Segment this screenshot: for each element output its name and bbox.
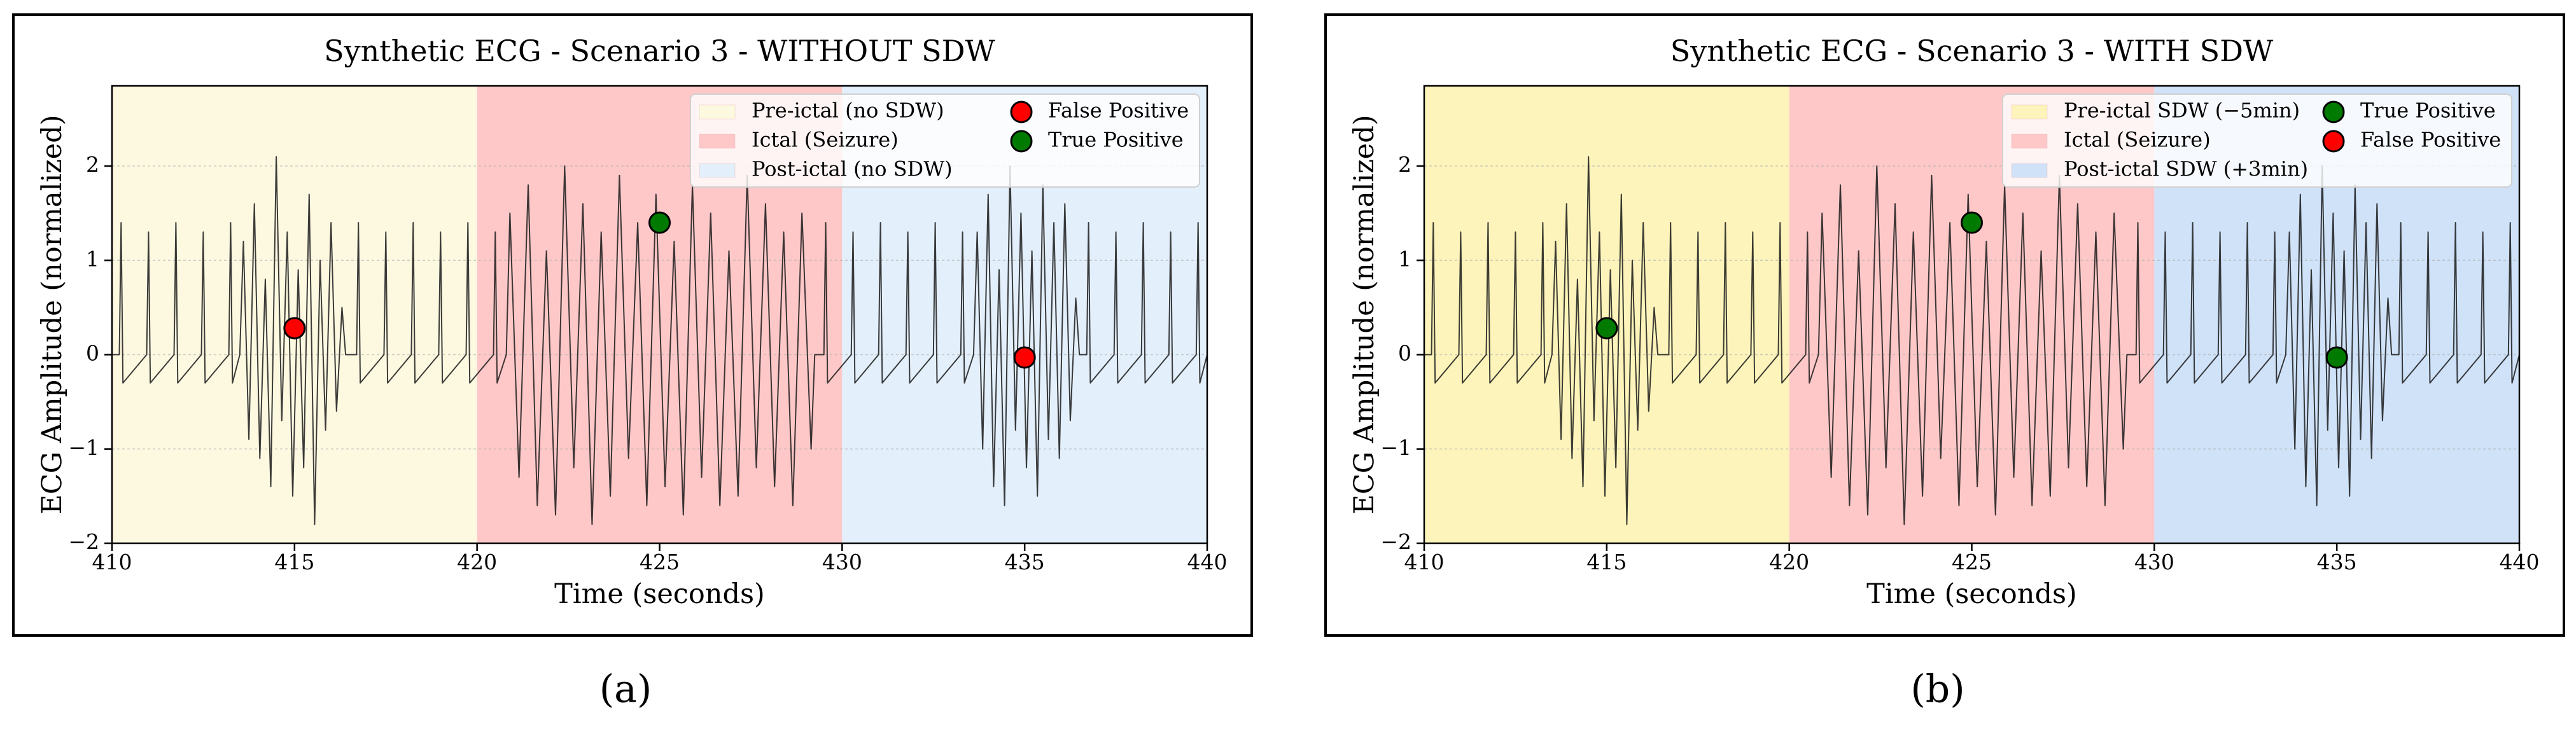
x-tick-label: 410: [1404, 550, 1445, 574]
legend-label: False Positive: [1048, 99, 1189, 123]
legend-marker: [1010, 101, 1033, 123]
y-tick-label: 1: [86, 246, 99, 271]
y-tick-label: −1: [1380, 435, 1411, 460]
legend-label: True Positive: [2360, 99, 2496, 123]
x-tick-label: 425: [1952, 550, 1992, 574]
panel-label: (b): [1910, 667, 1964, 712]
y-tick-label: 2: [86, 152, 99, 177]
legend-label: Pre-ictal (no SDW): [752, 99, 944, 123]
legend-label: False Positive: [2360, 128, 2501, 152]
legend-marker: [2322, 130, 2345, 153]
legend-box: [690, 94, 1200, 188]
panel: Synthetic ECG - Scenario 3 - WITHOUT SDW…: [12, 13, 1253, 712]
x-tick-label: 435: [2317, 550, 2357, 574]
x-tick-label: 415: [1586, 550, 1627, 574]
marker: [648, 211, 671, 234]
legend-label: Ictal (Seizure): [752, 128, 899, 152]
legend-box: [2002, 94, 2512, 188]
y-tick-label: −2: [1380, 529, 1411, 554]
y-tick-label: 2: [1398, 152, 1411, 177]
y-axis-label: ECG Amplitude (normalized): [1348, 115, 1380, 514]
x-tick-label: 425: [640, 550, 680, 574]
chart-title: Synthetic ECG - Scenario 3 - WITHOUT SDW: [324, 34, 995, 68]
x-tick-label: 420: [1769, 550, 1809, 574]
x-tick-label: 435: [1005, 550, 1045, 574]
chart-title: Synthetic ECG - Scenario 3 - WITH SDW: [1670, 34, 2274, 68]
ecg-line: [112, 156, 1208, 525]
y-tick-label: 0: [1398, 341, 1411, 366]
marker: [1013, 346, 1036, 369]
panel: Synthetic ECG - Scenario 3 - WITH SDW 410…: [1324, 13, 2565, 712]
legend-swatch: [2011, 163, 2048, 178]
panel-frame: [1324, 13, 2565, 637]
y-tick-label: 1: [1398, 246, 1411, 271]
x-tick-label: 410: [92, 550, 132, 574]
region: [112, 86, 477, 543]
marker: [283, 317, 306, 340]
legend-swatch: [2011, 104, 2048, 120]
panel-label: (a): [599, 667, 652, 712]
marker: [1595, 317, 1618, 340]
x-tick-label: 415: [274, 550, 314, 574]
ecg-line: [1424, 156, 2520, 525]
marker: [2325, 346, 2348, 369]
legend-swatch: [699, 163, 736, 178]
legend-swatch: [2011, 134, 2048, 149]
y-tick-label: 0: [86, 341, 99, 366]
region: [1424, 86, 1789, 543]
legend-marker: [1010, 130, 1033, 153]
legend-label: Pre-ictal SDW (−5min): [2064, 99, 2300, 123]
x-axis-label: Time (seconds): [1866, 578, 2077, 610]
x-tick-label: 430: [2134, 550, 2174, 574]
y-axis-label: ECG Amplitude (normalized): [36, 115, 68, 514]
legend-label: Ictal (Seizure): [2064, 128, 2211, 152]
x-tick-label: 440: [1187, 550, 1228, 574]
x-tick-label: 420: [457, 550, 497, 574]
legend-marker: [2322, 101, 2345, 123]
marker: [1961, 211, 1983, 234]
legend-label: Post-ictal SDW (+3min): [2064, 157, 2308, 181]
x-tick-label: 440: [2500, 550, 2540, 574]
legend-label: Post-ictal (no SDW): [752, 157, 953, 181]
panel-frame: [12, 13, 1253, 637]
legend-label: True Positive: [1048, 128, 1184, 152]
y-tick-label: −2: [68, 529, 99, 554]
x-axis-label: Time (seconds): [554, 578, 765, 610]
legend-swatch: [699, 104, 736, 120]
legend-swatch: [699, 134, 736, 149]
y-tick-label: −1: [68, 435, 99, 460]
x-tick-label: 430: [822, 550, 862, 574]
